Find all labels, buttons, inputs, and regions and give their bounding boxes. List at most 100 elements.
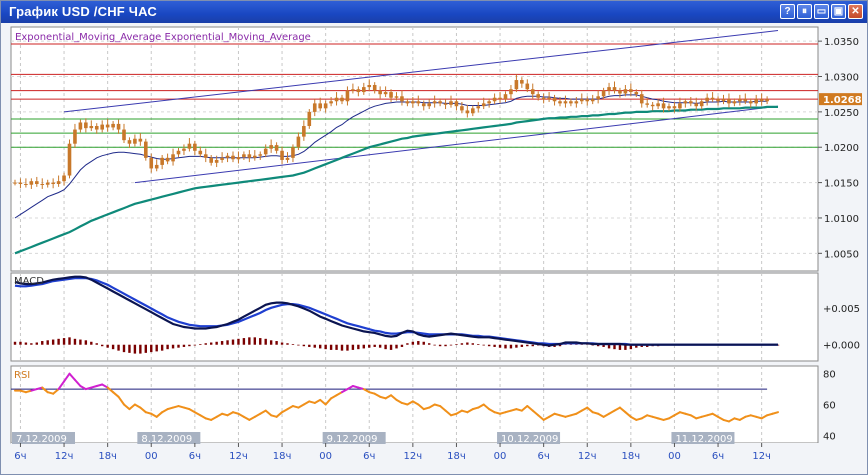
rsi-line-segment: [248, 415, 256, 421]
candle-body: [558, 101, 562, 104]
candle-body: [209, 157, 213, 163]
candle-body: [312, 103, 317, 112]
rsi-line-segment: [482, 403, 491, 411]
candle-body: [160, 157, 164, 165]
candle-body: [525, 83, 530, 90]
rsi-line-segment: [602, 412, 611, 418]
candle-body: [509, 89, 513, 95]
candle-body: [154, 164, 159, 169]
rsi-line-segment: [395, 398, 403, 404]
time-axis-label: 18ч: [622, 451, 641, 462]
rsi-line-segment: [384, 394, 393, 400]
window-title: График USD /CHF ЧАС: [9, 4, 157, 19]
current-price-label: 1.0268: [823, 95, 862, 106]
candle-body: [563, 101, 568, 104]
rsi-axis-label: 60: [823, 401, 836, 412]
candle-body: [89, 126, 94, 129]
candle-body: [269, 145, 273, 149]
candle-body: [541, 97, 546, 100]
candle-body: [67, 143, 72, 176]
candle-body: [285, 157, 290, 160]
candle-body: [710, 97, 715, 100]
candle-body: [454, 101, 459, 107]
restore-button[interactable]: ▣: [831, 4, 846, 19]
candle-body: [405, 101, 410, 104]
candle-body: [678, 103, 682, 109]
rsi-line-segment: [193, 411, 202, 417]
macd-panel: [10, 272, 819, 362]
time-axis-label: 12ч: [229, 451, 248, 462]
candle-body: [520, 80, 524, 84]
rsi-line-segment: [444, 409, 452, 417]
candle-body: [612, 87, 617, 91]
candle-body: [18, 182, 23, 185]
candle-body: [569, 101, 573, 104]
candle-body: [253, 155, 257, 158]
candle-body: [122, 129, 126, 141]
time-axis-label: 12ч: [404, 451, 423, 462]
candle-body: [574, 101, 579, 104]
rsi-line-segment: [417, 403, 425, 411]
candle-body: [187, 143, 192, 149]
rsi-line-segment: [313, 398, 322, 404]
rsi-line-segment: [668, 414, 676, 420]
rsi-line-segment: [526, 405, 534, 412]
candle-body: [443, 103, 448, 105]
rsi-line-segment: [548, 412, 556, 418]
candle-body: [258, 154, 263, 156]
time-axis-label: 6ч: [712, 451, 724, 462]
candle-body: [78, 122, 83, 130]
time-axis-label: 6ч: [189, 451, 201, 462]
candle-body: [198, 150, 203, 155]
date-label-box: [497, 432, 561, 444]
rsi-line-segment: [341, 388, 349, 394]
rsi-line-segment: [537, 414, 545, 421]
rsi-line-segment: [640, 414, 649, 420]
candle-body: [13, 182, 17, 184]
title-bar[interactable]: График USD /CHF ЧАС ? ⏸ ▭ ▣ ✕: [1, 1, 867, 23]
rsi-line-segment: [324, 397, 333, 406]
rsi-line-segment: [406, 400, 414, 406]
candle-body: [242, 154, 246, 158]
candle-body: [214, 159, 219, 163]
candle-body: [182, 148, 186, 151]
candle-body: [661, 103, 666, 109]
rsi-line-segment: [428, 403, 436, 409]
candle-body: [389, 92, 393, 98]
candle-body: [329, 101, 333, 104]
rsi-line-segment: [112, 391, 120, 398]
macd-axis-label: +0.000: [823, 341, 860, 352]
candle-body: [585, 99, 590, 102]
candle-body: [105, 124, 110, 128]
rsi-line-segment: [106, 386, 115, 394]
rsi-line-segment: [133, 403, 142, 409]
minimize-button[interactable]: ▭: [814, 4, 829, 19]
rsi-line-segment: [760, 414, 769, 420]
candle-body: [323, 103, 328, 109]
help-button[interactable]: ?: [780, 4, 795, 19]
time-axis-label: 6ч: [14, 451, 26, 462]
date-label-box: [671, 432, 735, 444]
rsi-line-segment: [346, 385, 354, 391]
candle-body: [727, 99, 731, 104]
candle-body: [378, 90, 382, 95]
candle-body: [84, 122, 88, 129]
candle-body: [171, 154, 175, 162]
candle-body: [296, 136, 301, 148]
candle-body: [590, 99, 595, 102]
rsi-line-segment: [117, 395, 125, 406]
rsi-line-segment: [520, 405, 529, 412]
lower-channel-line: [134, 105, 779, 184]
candle-body: [383, 92, 388, 95]
candle-body: [672, 106, 677, 109]
rsi-line-segment: [237, 412, 245, 418]
candle-body: [73, 129, 77, 144]
candle-body: [639, 94, 644, 104]
close-button[interactable]: ✕: [848, 4, 863, 19]
rsi-line-segment: [297, 403, 305, 409]
candle-body: [51, 182, 55, 185]
candle-body: [438, 101, 442, 104]
rsi-line-segment: [264, 409, 273, 417]
candle-body: [667, 106, 671, 109]
pause-button[interactable]: ⏸: [797, 4, 812, 19]
